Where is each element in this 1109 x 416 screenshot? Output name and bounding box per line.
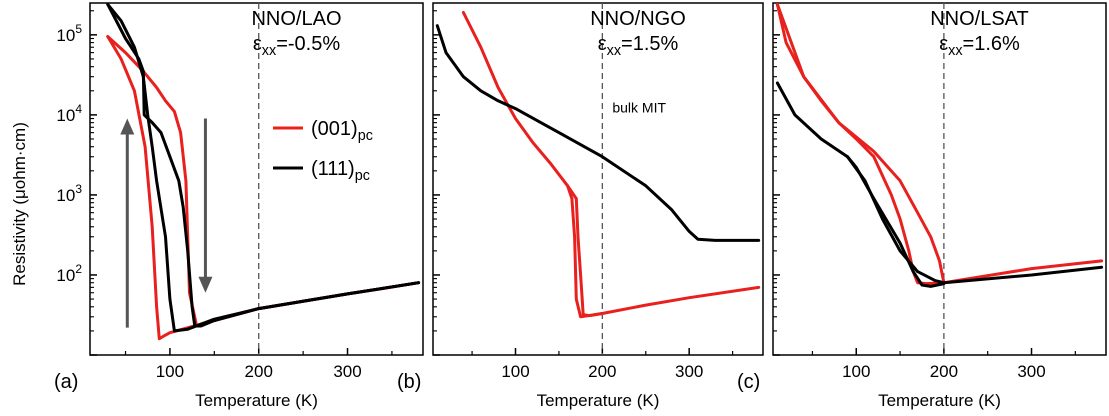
x-tick-label: 300 [333, 362, 361, 381]
series-line-black-3 [106, 3, 421, 328]
strain-label: εxx=-0.5% [253, 33, 340, 59]
x-tick-label: 200 [588, 362, 616, 381]
series-line-red-1 [775, 3, 946, 285]
y-tick-label: 102 [56, 262, 82, 285]
arrow-head-down [198, 276, 213, 293]
panel-b: 100 200 300 NNO/NGO εxx=1.5% (b) Temperature (… [397, 2, 764, 410]
x-tick-label: 100 [156, 362, 184, 381]
x-tick-label: 100 [842, 362, 870, 381]
legend-label: (001)pc [311, 118, 373, 144]
plot-frame [432, 2, 764, 356]
series-line-black-3 [846, 155, 946, 288]
panel-c: 100 200 300 NNO/LSAT εxx=1.6% (c) Temperature … [737, 2, 1107, 410]
plot-frame [89, 2, 424, 356]
y-tick-label: 104 [56, 102, 82, 125]
panel-label: (c) [737, 371, 760, 393]
strain-label: εxx=1.6% [939, 33, 1020, 59]
panel-label: (b) [397, 371, 421, 393]
legend-label: (111)pc [311, 158, 370, 184]
plots: 100 200 300 102 103 104 105 NNO/LAO εxx=-0.5% (a)… [54, 2, 1107, 410]
series-line-red-0 [461, 11, 761, 319]
series-line-black-2 [435, 24, 761, 242]
x-tick-label: 300 [675, 362, 703, 381]
x-axis-label: Temperature (K) [195, 391, 318, 410]
series-line-black-2 [775, 81, 1104, 285]
y-tick-label: 103 [56, 182, 82, 205]
series-group [775, 3, 1104, 288]
strain-label: εxx=1.5% [598, 33, 679, 59]
bulk-mit-label: bulk MIT [612, 100, 666, 116]
series-line-red-0 [106, 35, 421, 341]
series-group [435, 11, 761, 319]
y-tick-label: 105 [56, 22, 82, 45]
panel-label: (a) [54, 371, 78, 393]
panel-title: NNO/NGO [590, 8, 686, 30]
panel-title: NNO/LSAT [930, 8, 1029, 30]
x-tick-label: 200 [930, 362, 958, 381]
x-tick-label: 200 [245, 362, 273, 381]
x-tick-label: 300 [1017, 362, 1045, 381]
x-axis-label: Temperature (K) [537, 391, 660, 410]
x-tick-label: 100 [501, 362, 529, 381]
panel-a: 100 200 300 102 103 104 105 NNO/LAO εxx=-0.5% (a)… [54, 2, 424, 410]
arrow-head-up [120, 118, 135, 135]
series-group [106, 3, 421, 341]
x-axis-label: Temperature (K) [878, 391, 1001, 410]
plot-frame [772, 2, 1107, 356]
panel-title: NNO/LAO [251, 8, 341, 30]
y-axis-label: Resistivity (μohm·cm) [10, 122, 29, 286]
series-line-red-1 [566, 184, 604, 318]
